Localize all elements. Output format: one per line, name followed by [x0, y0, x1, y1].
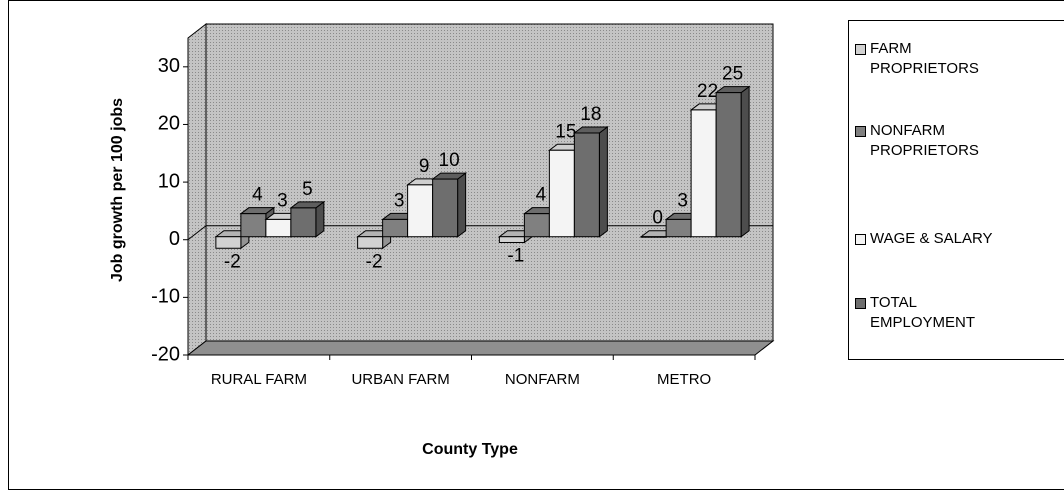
value-label: -2 [224, 251, 241, 272]
zero-line [187, 225, 207, 241]
bar-side [598, 125, 608, 238]
bar-side [740, 85, 750, 238]
bar [665, 218, 692, 238]
legend-swatch [855, 126, 866, 137]
bar [215, 236, 242, 249]
bar [290, 207, 317, 238]
y-tick-label: -10 [151, 286, 180, 308]
bar [432, 178, 459, 238]
left-wall [187, 22, 207, 357]
back-wall [205, 23, 774, 342]
legend-item: WAGE & SALARY [855, 229, 1010, 249]
value-label: 5 [302, 179, 313, 200]
x-tick-label: METRO [657, 371, 712, 388]
bar [690, 109, 717, 238]
floor [186, 340, 775, 356]
legend-item: NONFARM PROPRIETORS [855, 121, 1010, 161]
legend: FARM PROPRIETORS NONFARM PROPRIETORS WAGE … [848, 20, 1064, 360]
bar [240, 213, 267, 238]
legend-label: TOTAL EMPLOYMENT [870, 294, 976, 331]
value-label: 4 [252, 185, 263, 206]
value-label: 10 [439, 150, 460, 171]
y-axis-title: Job growth per 100 jobs [109, 98, 126, 282]
value-label: 3 [394, 190, 405, 211]
legend-item: FARM PROPRIETORS [855, 39, 1010, 79]
value-label: 4 [536, 185, 547, 206]
bar [548, 149, 575, 238]
x-tick-label: RURAL FARM [210, 371, 307, 388]
value-label: 18 [580, 104, 601, 125]
y-tick-label: 20 [158, 113, 180, 135]
y-tick-label: 30 [158, 55, 180, 77]
value-label: -1 [507, 246, 524, 267]
bar-side [457, 172, 467, 238]
bar [265, 218, 292, 238]
value-label: 3 [277, 190, 288, 211]
legend-swatch [855, 298, 866, 309]
y-tick-label: 10 [158, 170, 180, 192]
legend-label: NONFARM PROPRIETORS [870, 122, 979, 159]
legend-label: FARM PROPRIETORS [870, 40, 979, 77]
value-label: 3 [677, 190, 688, 211]
legend-item: TOTAL EMPLOYMENT [855, 293, 1010, 333]
value-label: 9 [419, 156, 430, 177]
x-tick-label: NONFARM [504, 371, 580, 388]
value-label: 0 [652, 208, 663, 229]
legend-swatch [855, 44, 866, 55]
y-tick-label: 0 [169, 228, 180, 250]
bar [573, 132, 600, 238]
bar [498, 236, 525, 243]
value-label: 22 [697, 81, 718, 102]
value-label: 15 [555, 121, 576, 142]
value-label: 25 [722, 64, 743, 85]
bar [523, 213, 550, 238]
legend-swatch [855, 234, 866, 245]
bar [407, 184, 434, 238]
bar [640, 236, 667, 238]
bar [357, 236, 384, 249]
y-tick-label: -20 [151, 343, 180, 365]
legend-label: WAGE & SALARY [870, 230, 993, 247]
bar [382, 218, 409, 238]
bar [715, 92, 742, 238]
value-label: -2 [366, 251, 383, 272]
x-tick-label: URBAN FARM [351, 371, 450, 388]
x-axis-title: County Type [422, 441, 518, 458]
